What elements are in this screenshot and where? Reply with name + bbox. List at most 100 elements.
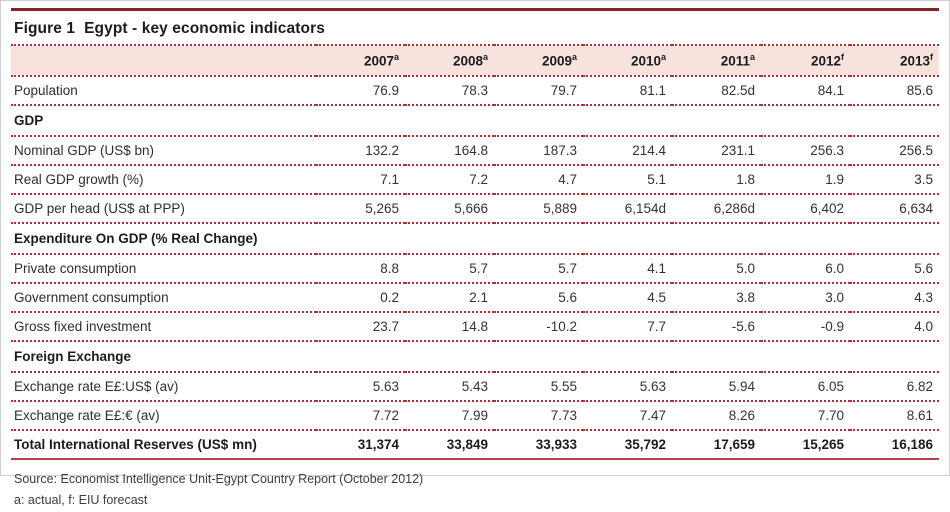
value-cell: 214.4 <box>583 136 672 165</box>
value-cell: 5,265 <box>316 194 405 223</box>
value-cell: 78.3 <box>405 76 494 105</box>
section-row: Expenditure On GDP (% Real Change) <box>11 223 939 254</box>
value-cell: 5.94 <box>672 372 761 401</box>
section-label: GDP <box>11 105 939 136</box>
value-cell: 6,634 <box>850 194 939 223</box>
value-cell: 79.7 <box>494 76 583 105</box>
value-cell: 5.6 <box>850 254 939 283</box>
year-column-header: 2010a <box>583 45 672 76</box>
figure-title: Figure 1 Egypt - key economic indicators <box>11 15 939 44</box>
year-column-header: 2011a <box>672 45 761 76</box>
empty-header-cell <box>11 45 316 76</box>
row-label: Population <box>11 76 316 105</box>
row-label: Real GDP growth (%) <box>11 165 316 194</box>
value-cell: 81.1 <box>583 76 672 105</box>
row-label: Exchange rate E£:€ (av) <box>11 401 316 430</box>
year-column-header: 2009a <box>494 45 583 76</box>
value-cell: 7.2 <box>405 165 494 194</box>
value-cell: 6,286d <box>672 194 761 223</box>
value-cell: 5,889 <box>494 194 583 223</box>
value-cell: 231.1 <box>672 136 761 165</box>
value-cell: 6,402 <box>761 194 850 223</box>
section-label: Expenditure On GDP (% Real Change) <box>11 223 939 254</box>
value-cell: 256.5 <box>850 136 939 165</box>
value-cell: 7.73 <box>494 401 583 430</box>
value-cell: 3.0 <box>761 283 850 312</box>
value-cell: 85.6 <box>850 76 939 105</box>
value-cell: 8.8 <box>316 254 405 283</box>
value-cell: 5.55 <box>494 372 583 401</box>
value-cell: 7.1 <box>316 165 405 194</box>
value-cell: 1.9 <box>761 165 850 194</box>
footnote-marker: a <box>661 52 666 62</box>
value-cell: 15,265 <box>761 430 850 459</box>
value-cell: 4.7 <box>494 165 583 194</box>
footnote-marker: a <box>394 52 399 62</box>
figure-title-text: Egypt - key economic indicators <box>84 20 325 37</box>
row-label: Gross fixed investment <box>11 312 316 341</box>
value-cell: 17,659 <box>672 430 761 459</box>
section-row: Foreign Exchange <box>11 341 939 372</box>
value-cell: 7.72 <box>316 401 405 430</box>
year-column-header: 2013f <box>850 45 939 76</box>
footnote-marker: a <box>572 52 577 62</box>
top-rule <box>11 8 939 11</box>
value-cell: 256.3 <box>761 136 850 165</box>
value-cell: 5.7 <box>494 254 583 283</box>
value-cell: 6.82 <box>850 372 939 401</box>
value-cell: 4.0 <box>850 312 939 341</box>
total-row: Total International Reserves (US$ mn)31,… <box>11 430 939 459</box>
row-label: Nominal GDP (US$ bn) <box>11 136 316 165</box>
value-cell: -10.2 <box>494 312 583 341</box>
value-cell: 5.7 <box>405 254 494 283</box>
figure-label: Figure 1 <box>14 20 75 37</box>
value-cell: 187.3 <box>494 136 583 165</box>
section-row: GDP <box>11 105 939 136</box>
value-cell: 6,154d <box>583 194 672 223</box>
figure-footer: Source: Economist Intelligence Unit-Egyp… <box>11 460 939 512</box>
value-cell: 2.1 <box>405 283 494 312</box>
value-cell: 8.26 <box>672 401 761 430</box>
source-line: Source: Economist Intelligence Unit-Egyp… <box>14 469 936 491</box>
value-cell: 132.2 <box>316 136 405 165</box>
value-cell: 5,666 <box>405 194 494 223</box>
value-cell: 8.61 <box>850 401 939 430</box>
value-cell: 1.8 <box>672 165 761 194</box>
value-cell: 5.6 <box>494 283 583 312</box>
value-cell: 5.43 <box>405 372 494 401</box>
row-label: Private consumption <box>11 254 316 283</box>
value-cell: 0.2 <box>316 283 405 312</box>
footnote-marker: f <box>841 52 844 62</box>
value-cell: 6.05 <box>761 372 850 401</box>
footnote-line: a: actual, f: EIU forecast <box>14 490 936 512</box>
value-cell: 33,933 <box>494 430 583 459</box>
value-cell: 23.7 <box>316 312 405 341</box>
value-cell: 164.8 <box>405 136 494 165</box>
row-label: Exchange rate E£:US$ (av) <box>11 372 316 401</box>
value-cell: 84.1 <box>761 76 850 105</box>
year-column-header: 2008a <box>405 45 494 76</box>
row-label: Total International Reserves (US$ mn) <box>11 430 316 459</box>
value-cell: 76.9 <box>316 76 405 105</box>
year-column-header: 2007a <box>316 45 405 76</box>
value-cell: 4.5 <box>583 283 672 312</box>
value-cell: 31,374 <box>316 430 405 459</box>
value-cell: 35,792 <box>583 430 672 459</box>
footnote-marker: a <box>483 52 488 62</box>
value-cell: 14.8 <box>405 312 494 341</box>
value-cell: 3.8 <box>672 283 761 312</box>
value-cell: 5.63 <box>583 372 672 401</box>
footnote-marker: a <box>750 52 755 62</box>
value-cell: 4.3 <box>850 283 939 312</box>
